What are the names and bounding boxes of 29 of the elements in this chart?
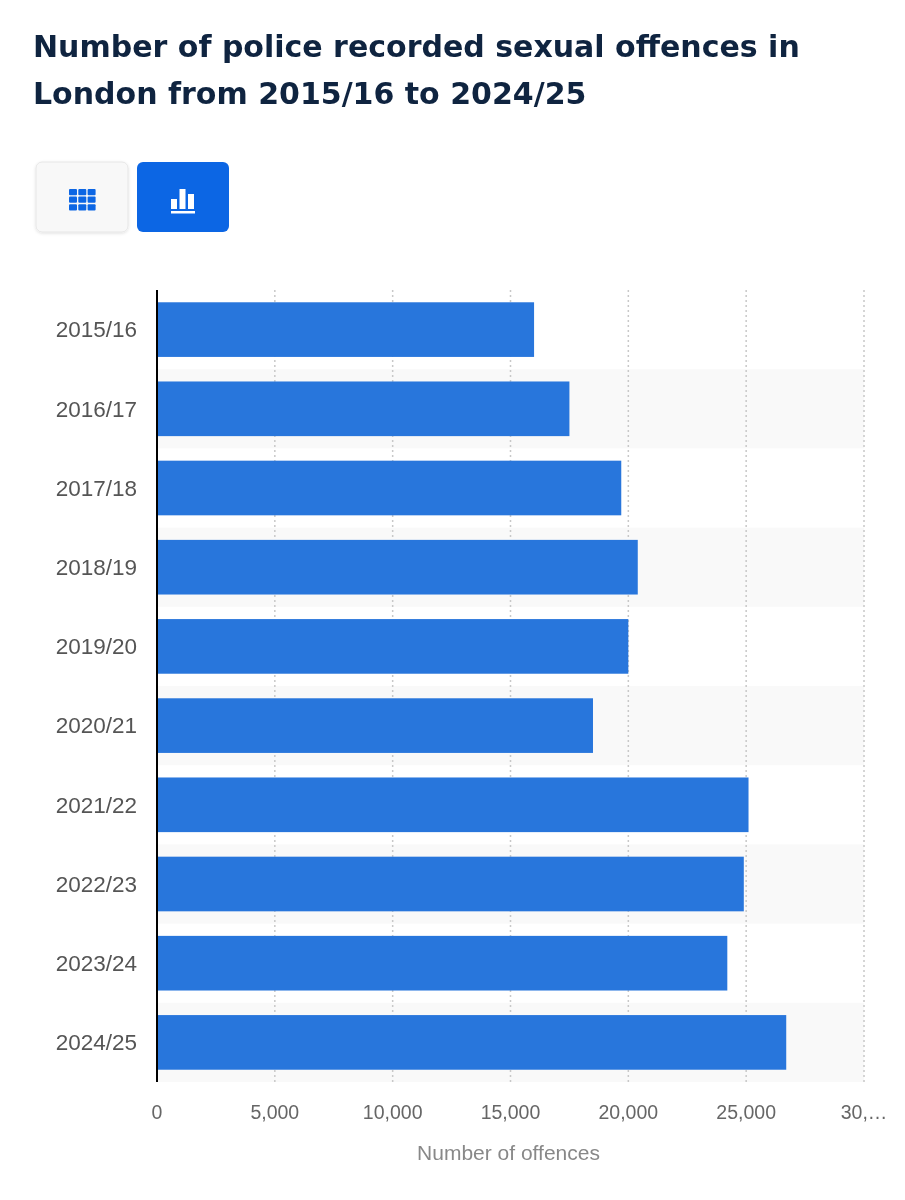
- bar: [157, 539, 638, 595]
- bar: [157, 619, 629, 674]
- y-tick-label: 2023/24: [55, 951, 137, 977]
- y-tick-label: 2018/19: [55, 555, 137, 581]
- bar: [157, 460, 622, 516]
- bar: [157, 698, 593, 753]
- chart-view-button[interactable]: [137, 162, 229, 232]
- x-tick-label: 30,…: [840, 1101, 888, 1123]
- x-tick-label: 10,000: [362, 1101, 423, 1123]
- y-tick-label: 2015/16: [55, 317, 137, 343]
- x-tick-label: 5,000: [250, 1101, 300, 1123]
- bar: [157, 777, 749, 833]
- y-tick-label: 2020/21: [55, 713, 137, 739]
- chart-title: Number of police recorded sexual offences in London from 2015/16 to 2024/25: [33, 29, 800, 111]
- x-axis-title: Number of offences: [417, 1141, 600, 1164]
- y-tick-label: 2024/25: [55, 1030, 137, 1056]
- y-tick-label: 2017/18: [55, 475, 137, 501]
- bar: [157, 302, 535, 357]
- y-tick-label: 2019/20: [55, 634, 137, 660]
- bar: [157, 935, 728, 991]
- x-tick-label: 0: [151, 1101, 163, 1123]
- y-tick-label: 2021/22: [55, 792, 137, 818]
- y-tick-label: 2022/23: [55, 871, 137, 897]
- y-tick-label: 2016/17: [55, 396, 137, 422]
- table-view-button[interactable]: [35, 161, 129, 233]
- x-tick-label: 25,000: [716, 1101, 777, 1123]
- x-tick-label: 15,000: [480, 1101, 541, 1123]
- bar: [157, 381, 570, 437]
- x-tick-label: 20,000: [598, 1101, 659, 1123]
